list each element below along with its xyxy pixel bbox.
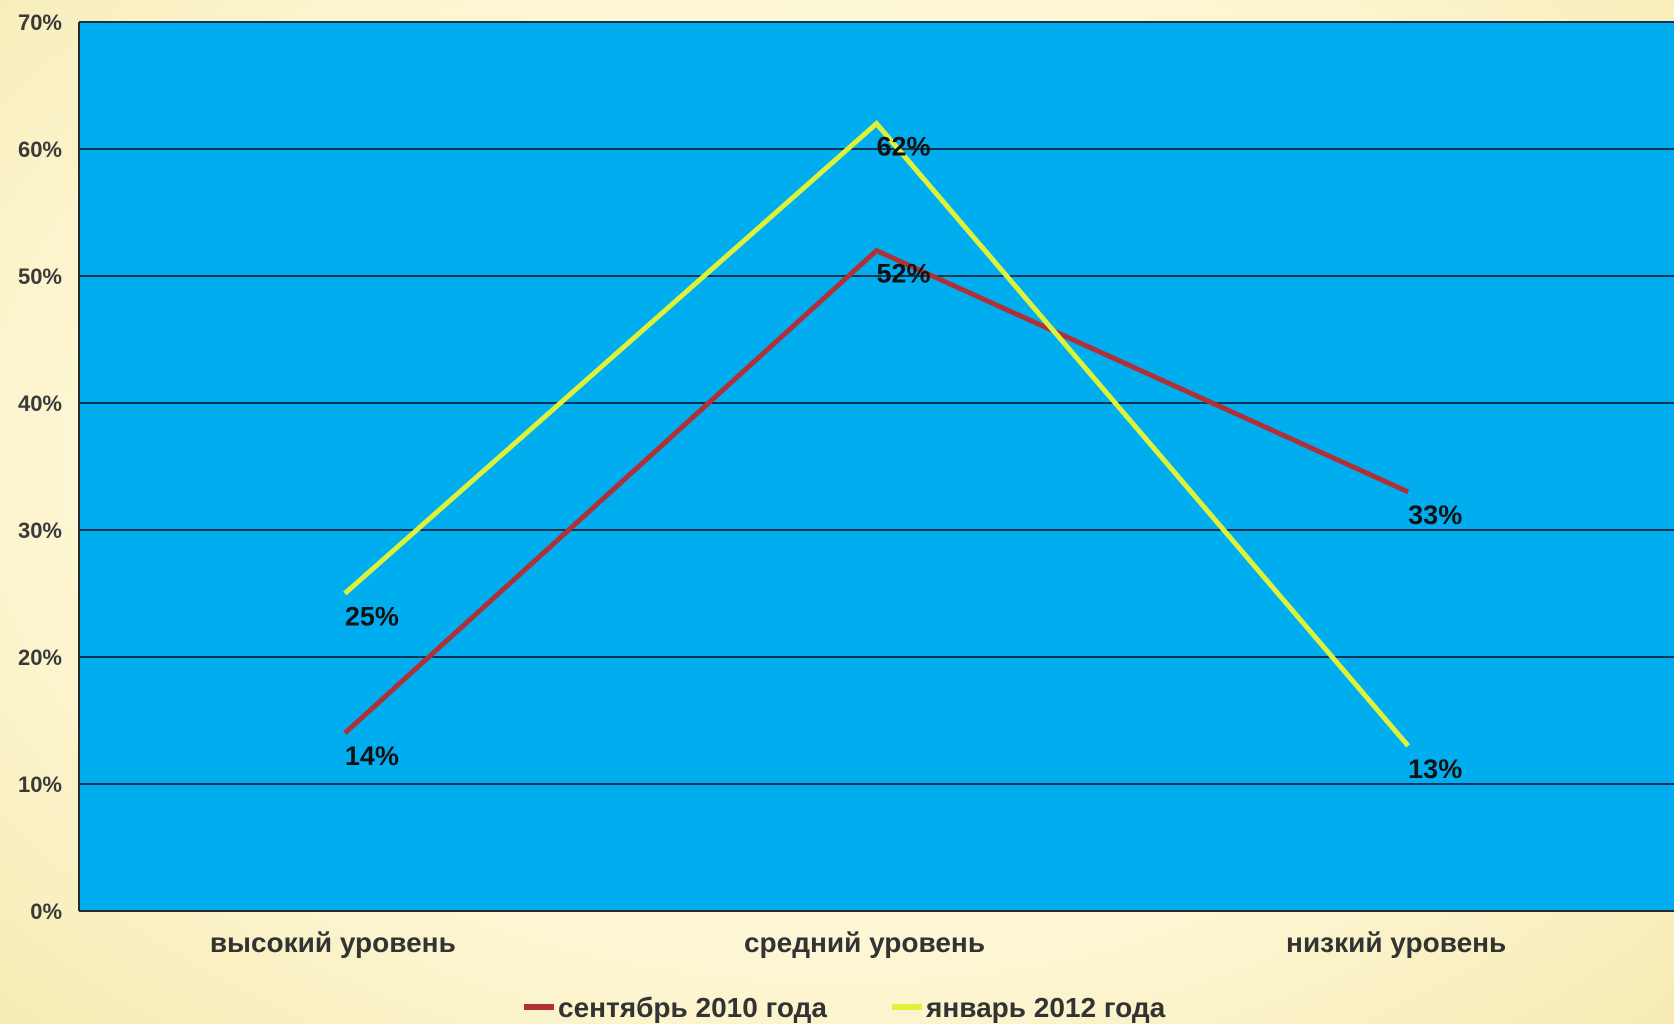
data-label: 25% <box>345 602 399 632</box>
x-category-label: средний уровень <box>744 927 985 958</box>
legend: сентябрь 2010 года январь 2012 года <box>524 992 1166 1023</box>
series-line-1 <box>343 247 1410 736</box>
legend-label: сентябрь 2010 года <box>558 992 827 1023</box>
y-tick-label: 0% <box>30 899 62 924</box>
y-tick-label: 70% <box>18 10 62 35</box>
x-category-label: высокий уровень <box>210 927 456 958</box>
data-label: 62% <box>877 132 931 162</box>
x-axis-categories: высокий уровень средний уровень низкий уро… <box>210 927 1506 958</box>
series-group <box>343 120 1411 748</box>
data-label: 13% <box>1408 754 1462 784</box>
data-label: 33% <box>1408 500 1462 530</box>
y-tick-label: 20% <box>18 645 62 670</box>
y-tick-label: 60% <box>18 137 62 162</box>
y-tick-label: 50% <box>18 264 62 289</box>
y-tick-label: 10% <box>18 772 62 797</box>
gridlines <box>79 21 1674 785</box>
y-tick-label: 30% <box>18 518 62 543</box>
y-tick-label: 40% <box>18 391 62 416</box>
plot-area <box>79 22 1674 911</box>
x-category-label: низкий уровень <box>1286 927 1506 958</box>
data-label: 52% <box>877 259 931 289</box>
legend-label: январь 2012 года <box>925 992 1166 1023</box>
axes <box>78 22 1674 912</box>
y-axis-ticks: 0% 10% 20% 30% 40% 50% 60% 70% <box>18 10 62 924</box>
data-labels: 14% 52% 33% 25% 62% 13% <box>345 132 1462 784</box>
data-label: 14% <box>345 741 399 771</box>
series-line-2 <box>343 120 1411 748</box>
